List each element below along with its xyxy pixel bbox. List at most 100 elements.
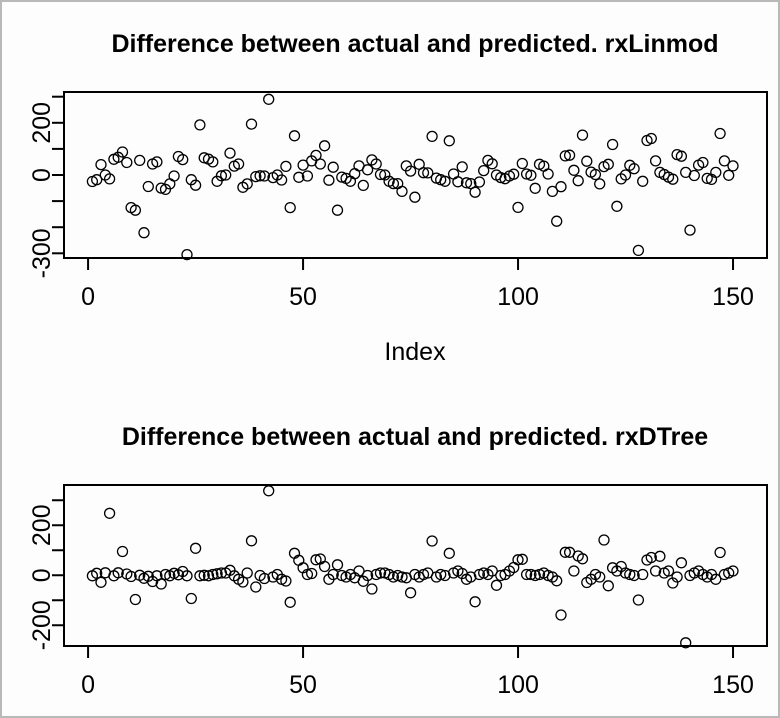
data-point <box>275 174 288 186</box>
data-point <box>645 551 657 564</box>
data-point <box>220 169 232 181</box>
data-point <box>404 587 417 599</box>
data-point <box>224 147 236 159</box>
data-point <box>288 130 301 142</box>
data-point <box>714 546 726 559</box>
chart-rxdtree: Difference between actual and predicted.… <box>28 423 768 699</box>
data-point <box>542 168 554 180</box>
data-point <box>714 127 726 140</box>
data-point <box>353 565 365 577</box>
data-point <box>551 215 563 227</box>
data-point <box>486 565 498 577</box>
data-point <box>112 567 124 579</box>
data-point <box>520 568 533 581</box>
data-point <box>198 569 210 581</box>
data-point <box>138 227 150 239</box>
data-point <box>280 160 292 173</box>
data-point <box>589 168 602 181</box>
data-point <box>426 130 438 143</box>
y-tick-label: 0 <box>28 168 56 182</box>
data-point <box>649 155 662 167</box>
data-point <box>323 174 335 186</box>
data-point <box>632 244 645 257</box>
data-point <box>490 579 503 591</box>
y-tick-label: 0 <box>28 568 56 582</box>
y-tick-label: -300 <box>28 228 56 278</box>
data-point <box>207 568 219 581</box>
data-point <box>525 568 537 581</box>
data-point <box>194 119 206 131</box>
data-point <box>404 165 417 177</box>
data-point <box>516 157 528 170</box>
data-point <box>512 201 524 214</box>
data-point <box>667 173 679 185</box>
y-tick-label: 200 <box>28 504 56 546</box>
data-point <box>116 545 129 558</box>
data-point <box>254 170 266 182</box>
data-point <box>331 204 344 216</box>
data-point <box>366 154 378 166</box>
data-point <box>701 172 713 185</box>
data-point <box>525 169 537 181</box>
data-point <box>435 568 447 581</box>
data-point <box>602 158 614 170</box>
y-tick-label: 200 <box>28 102 56 144</box>
data-point <box>606 138 619 151</box>
data-point <box>129 204 142 216</box>
x-tick-label: 0 <box>81 283 95 311</box>
data-point <box>602 580 614 592</box>
x-tick-label: 150 <box>712 671 754 699</box>
data-point <box>559 150 571 162</box>
data-point <box>443 547 455 559</box>
data-point <box>95 158 107 171</box>
data-point <box>387 177 400 190</box>
data-point <box>168 170 180 182</box>
data-point <box>202 570 215 582</box>
data-point <box>366 583 378 595</box>
x-tick-label: 100 <box>497 671 539 699</box>
data-point <box>495 569 507 582</box>
x-tick-label: 100 <box>497 283 539 311</box>
data-point <box>327 568 339 581</box>
data-point <box>116 146 129 158</box>
data-point <box>374 168 387 181</box>
data-point <box>103 173 116 185</box>
data-point <box>207 156 219 168</box>
data-point <box>258 572 271 585</box>
data-point <box>237 576 249 588</box>
data-point <box>250 170 262 183</box>
chart-title: Difference between actual and predicted.… <box>111 30 718 58</box>
data-point <box>301 568 314 581</box>
data-point <box>215 170 228 182</box>
plot-area: 0 50 100 150 200 0 -300 <box>28 91 768 311</box>
data-point <box>529 182 541 194</box>
data-point <box>718 155 731 167</box>
data-point <box>409 191 421 203</box>
data-point <box>632 594 645 606</box>
data-point <box>426 535 438 547</box>
data-point <box>598 534 610 546</box>
data-point <box>232 158 245 170</box>
x-tick-label: 0 <box>81 671 95 699</box>
data-point <box>680 637 692 649</box>
data-point <box>91 567 103 579</box>
data-point <box>572 175 584 187</box>
data-point <box>211 568 223 580</box>
data-point <box>469 596 481 608</box>
data-point <box>452 176 464 188</box>
data-point <box>134 154 146 167</box>
data-point <box>258 170 271 182</box>
data-point <box>177 153 189 166</box>
data-point <box>327 161 339 173</box>
data-point <box>495 171 507 184</box>
data-point <box>396 571 408 583</box>
data-point <box>125 570 137 583</box>
data-point <box>611 200 623 212</box>
data-point <box>185 592 197 605</box>
data-point <box>723 169 735 181</box>
data-point <box>624 568 636 581</box>
data-point <box>619 169 632 181</box>
data-point <box>443 135 455 147</box>
